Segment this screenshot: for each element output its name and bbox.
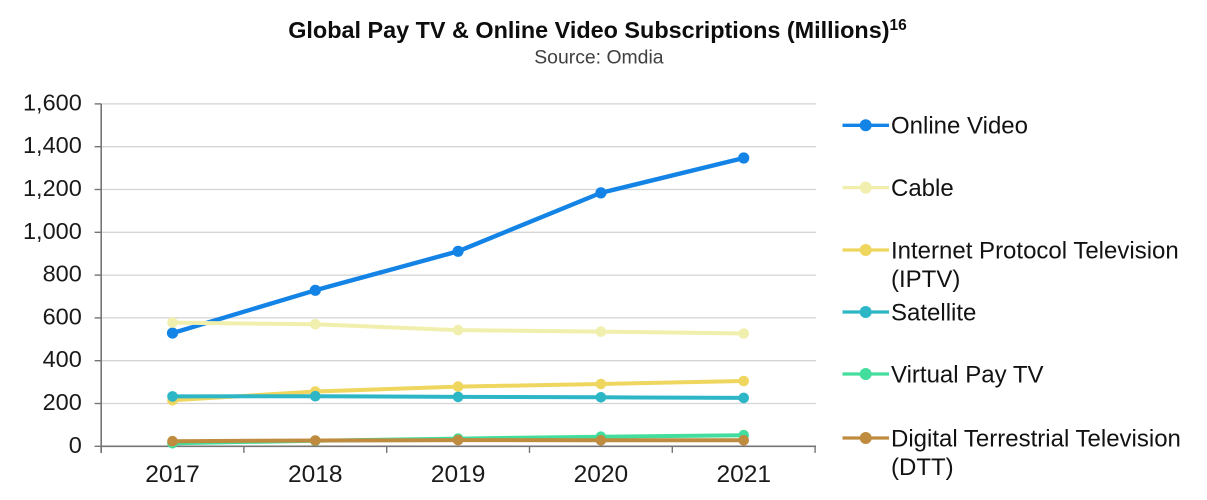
svg-text:2020: 2020: [574, 461, 629, 488]
svg-text:Global Pay TV & Online Video S: Global Pay TV & Online Video Subscriptio…: [288, 17, 907, 43]
svg-text:(IPTV): (IPTV): [891, 266, 960, 293]
svg-text:1,600: 1,600: [23, 89, 82, 115]
svg-text:Digital Terrestrial Television: Digital Terrestrial Television: [891, 425, 1181, 452]
svg-text:2021: 2021: [716, 461, 771, 488]
svg-text:200: 200: [43, 389, 82, 415]
svg-text:Cable: Cable: [891, 175, 954, 202]
svg-text:Virtual Pay TV: Virtual Pay TV: [891, 361, 1044, 388]
svg-text:Internet Protocol Television: Internet Protocol Television: [891, 237, 1179, 264]
svg-text:Online Video: Online Video: [891, 113, 1028, 140]
svg-text:600: 600: [43, 303, 82, 329]
svg-text:2019: 2019: [431, 461, 486, 488]
svg-text:1,400: 1,400: [23, 132, 82, 158]
svg-text:Source: Omdia: Source: Omdia: [534, 47, 664, 69]
svg-text:2018: 2018: [288, 461, 343, 488]
svg-text:Satellite: Satellite: [891, 299, 976, 326]
svg-text:800: 800: [43, 261, 82, 287]
svg-text:1,000: 1,000: [23, 218, 82, 244]
svg-text:0: 0: [69, 432, 82, 458]
svg-text:400: 400: [43, 346, 82, 372]
svg-text:2017: 2017: [145, 461, 200, 488]
svg-text:(DTT): (DTT): [891, 454, 954, 481]
svg-text:1,200: 1,200: [23, 175, 82, 201]
